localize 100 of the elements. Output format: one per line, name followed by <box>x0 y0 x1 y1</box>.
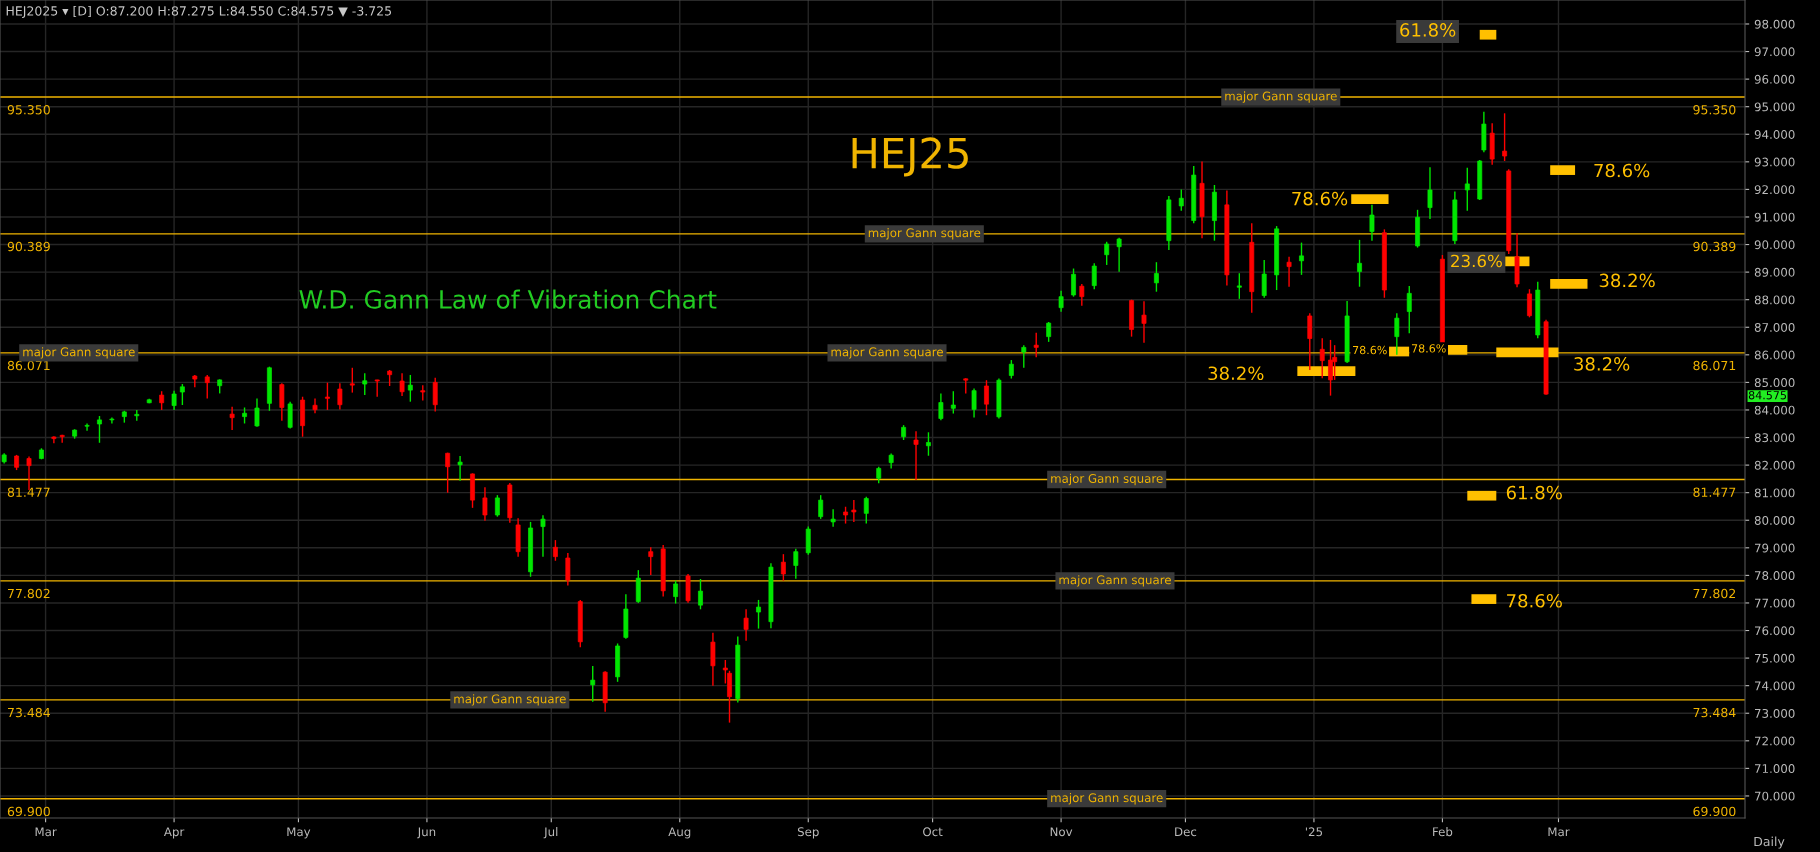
text: 86.071 <box>1693 360 1736 371</box>
annotation: major Gann square <box>1051 473 1163 486</box>
candlestick <box>407 374 413 403</box>
y-tick-label: 91.000 <box>1754 212 1795 222</box>
y-tick-label: 92.000 <box>1754 185 1795 195</box>
candlestick <box>950 390 956 415</box>
candlestick <box>673 579 679 605</box>
candlestick <box>229 405 235 431</box>
y-tick-label: 76.000 <box>1755 626 1795 636</box>
ref-line-label: 95.350 <box>7 105 50 115</box>
ref-line-label: 69.900 <box>7 806 50 817</box>
candlestick <box>254 397 260 428</box>
x-tick-label: Jul <box>543 827 558 839</box>
annotation: major Gann square <box>23 347 135 359</box>
candlestick <box>1046 321 1052 343</box>
y-tick-label: 85.000 <box>1754 378 1795 388</box>
annotation: 38.2% <box>1599 273 1655 288</box>
candlestick <box>648 546 654 576</box>
candlestick <box>445 452 451 494</box>
candlestick <box>482 486 488 522</box>
candlestick <box>1071 267 1076 298</box>
ref-line-label: 81.477 <box>7 487 50 497</box>
text: 95.350 <box>1693 105 1736 115</box>
y-tick-label: 80.000 <box>1754 515 1795 525</box>
candlestick <box>1406 285 1412 335</box>
ref-line-label: 77.802 <box>8 588 50 599</box>
candlestick <box>1058 290 1064 313</box>
x-tick-label: Oct <box>923 827 943 837</box>
annotation: 61.8% <box>1506 485 1562 500</box>
annotation: HEJ2025 ▾ [D] O:87.200 H:87.275 L:84.550 C:84.575 ▼ -3.725 <box>6 5 392 18</box>
ref-line-label: 73.484 <box>8 707 51 718</box>
text: 77.802 <box>1693 588 1736 599</box>
candlestick <box>457 455 463 482</box>
candlestick <box>805 525 811 556</box>
y-tick-label: 98.000 <box>1754 19 1795 29</box>
y-tick-label: 89.000 <box>1754 267 1795 277</box>
candlestick <box>1154 261 1159 293</box>
candlestick <box>818 494 824 520</box>
x-tick-label: Mar <box>1548 827 1570 837</box>
y-tick-label: 88.000 <box>1754 295 1795 305</box>
annotation: 78.6% <box>1507 593 1562 608</box>
candlestick <box>1502 112 1508 162</box>
candlestick <box>938 392 944 421</box>
annotation: 23.6% <box>1451 254 1502 268</box>
y-tick-label: 79.000 <box>1755 543 1795 553</box>
candlestick <box>279 382 285 422</box>
candlestick <box>926 431 931 457</box>
candlestick <box>1328 339 1333 397</box>
y-tick-label: 81.000 <box>1754 488 1795 498</box>
candlestick <box>1369 204 1375 242</box>
candlestick <box>494 494 500 518</box>
annotation: major Gann square <box>1059 575 1171 587</box>
candlestick <box>540 514 546 558</box>
candlestick <box>793 547 799 580</box>
candlestick <box>1307 312 1313 371</box>
y-tick-label: 82.000 <box>1754 460 1795 470</box>
candlestick <box>1527 288 1532 319</box>
text: 84.575 <box>1748 391 1787 400</box>
y-tick-label: 94.000 <box>1754 129 1795 139</box>
y-tick-label: 87.000 <box>1754 322 1795 332</box>
y-tick-label: 97.000 <box>1754 47 1795 57</box>
annotation: 78.6% <box>1411 344 1446 353</box>
x-tick-label: Nov <box>1050 827 1073 837</box>
x-tick-label: Jun <box>417 827 436 839</box>
candlestick <box>863 496 869 525</box>
candlestick <box>1261 259 1267 299</box>
annotation: major Gann square <box>454 694 566 706</box>
candlestick <box>1299 241 1304 276</box>
candlestick <box>971 387 977 419</box>
candlestick <box>1236 272 1242 300</box>
y-tick-label: 96.000 <box>1754 74 1795 84</box>
x-tick-label: May <box>287 827 311 839</box>
ref-line-label: 90.389 <box>7 241 50 252</box>
candlestick <box>204 374 210 400</box>
y-tick-label: 77.000 <box>1755 598 1795 608</box>
candlestick <box>59 434 65 444</box>
x-tick-label: Mar <box>35 827 57 837</box>
y-tick-label: 75.000 <box>1755 653 1795 663</box>
annotation: 78.6% <box>1352 345 1387 355</box>
candlestick <box>1033 332 1039 359</box>
candlestick <box>756 599 761 630</box>
candlestick <box>399 372 405 397</box>
text: HEJ25 <box>852 137 968 177</box>
text: 69.900 <box>1693 806 1736 817</box>
text: Daily <box>1754 836 1785 849</box>
candlestick <box>851 499 857 523</box>
candlestick <box>830 508 836 528</box>
candlestick <box>743 608 749 642</box>
x-tick-label: Aug <box>668 827 691 839</box>
annotation: 78.6% <box>1594 163 1650 178</box>
candlestick <box>1104 241 1110 266</box>
candlestick <box>432 377 438 413</box>
candlestick <box>984 379 989 416</box>
candlestick <box>1357 239 1362 288</box>
candlestick <box>312 397 318 414</box>
candlestick <box>84 422 90 432</box>
annotation: major Gann square <box>831 347 943 359</box>
candlestick <box>590 665 596 703</box>
candlestick <box>1079 283 1085 307</box>
x-tick-label: Apr <box>163 827 185 839</box>
